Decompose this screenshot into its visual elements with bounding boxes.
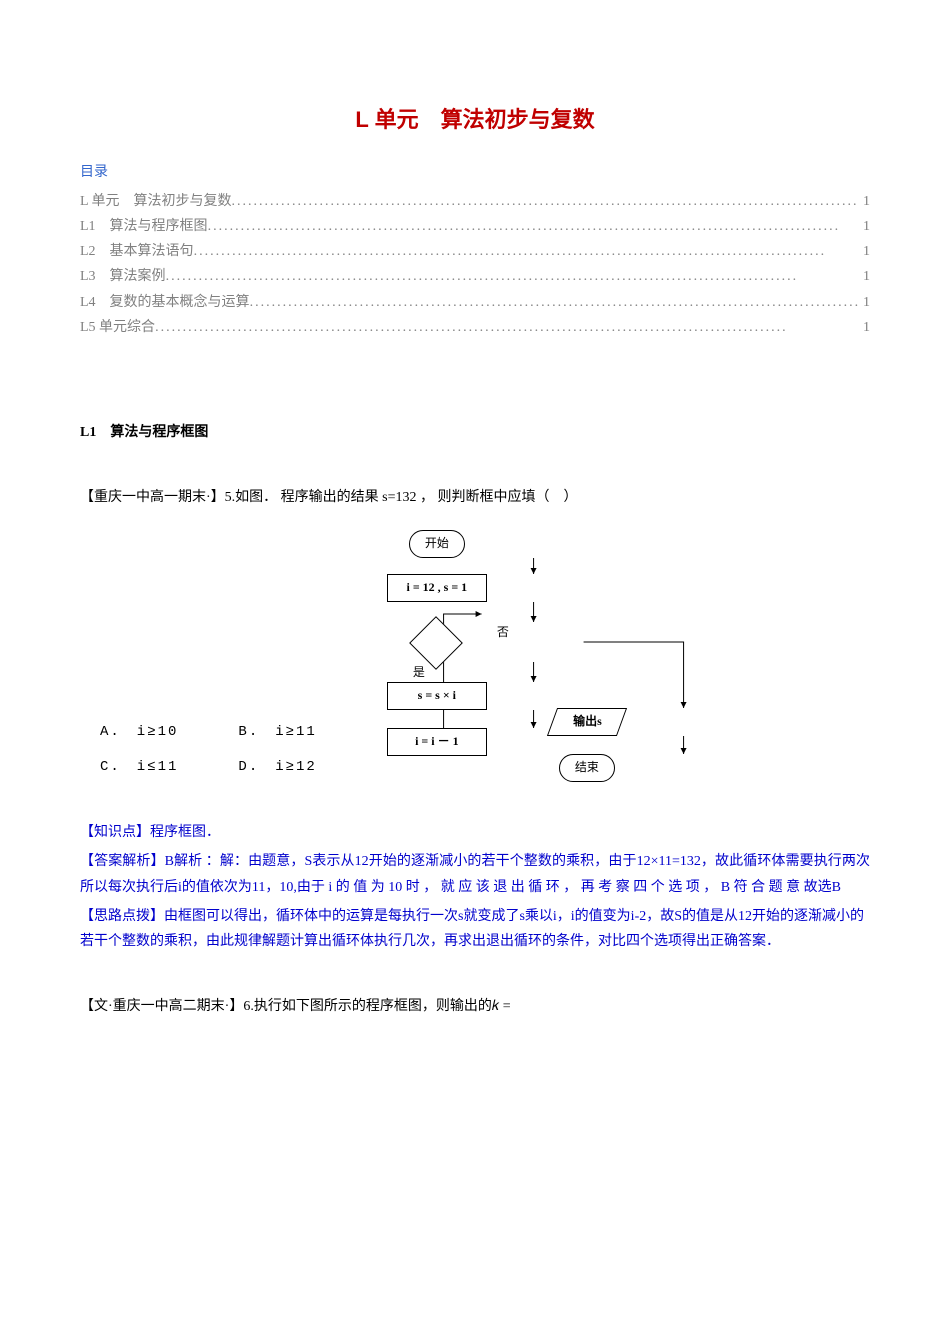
page-title: L 单元 算法初步与复数	[80, 100, 870, 140]
toc-label: L 单元 算法初步与复数	[80, 189, 232, 214]
analysis-tag: 【答案解析】	[80, 854, 165, 869]
toc-dots	[250, 290, 859, 315]
analysis-tag: 【思路点拨】	[80, 909, 164, 924]
toc-dots	[155, 315, 859, 340]
toc-dots	[166, 264, 859, 289]
toc-page: 1	[859, 214, 870, 239]
section-header: L1 算法与程序框图	[80, 420, 870, 445]
flow-yes-label: 是	[413, 662, 425, 684]
option-d: D. i≥12	[238, 755, 316, 780]
problem-intro: 【重庆一中高一期末·】5.如图． 程序输出的结果 s=132 ， 则判断框中应填…	[80, 485, 870, 510]
flowchart-row: A. i≥10 B. i≥11 C. i≤11 D. i≥12 开始 i = 1…	[80, 530, 870, 800]
flow-output: 输出s	[547, 708, 627, 736]
option-b: B. i≥11	[238, 720, 316, 745]
toc-item[interactable]: L 单元 算法初步与复数 1	[80, 189, 870, 214]
option-a: A. i≥10	[100, 720, 178, 745]
toc-dots	[232, 189, 859, 214]
flow-step2: i = i － 1	[387, 728, 487, 756]
option-c: C. i≤11	[100, 755, 178, 780]
flow-step1: s = s × i	[387, 682, 487, 710]
toc-label: L5 单元综合	[80, 315, 155, 340]
toc-header: 目录	[80, 160, 870, 185]
flow-init: i = 12 , s = 1	[387, 574, 487, 602]
toc-page: 1	[859, 315, 870, 340]
flowchart: 开始 i = 12 , s = 1 否 是 s = s × i i = i － …	[317, 530, 870, 800]
toc-item[interactable]: L3 算法案例 1	[80, 264, 870, 289]
answer-options: A. i≥10 B. i≥11 C. i≤11 D. i≥12	[80, 710, 317, 800]
analysis-text: 程序框图．	[150, 825, 220, 840]
toc: L 单元 算法初步与复数 1 L1 算法与程序框图 1 L2 基本算法语句 1 …	[80, 189, 870, 340]
toc-label: L1 算法与程序框图	[80, 214, 208, 239]
toc-page: 1	[859, 239, 870, 264]
flow-end: 结束	[559, 754, 615, 782]
toc-item[interactable]: L2 基本算法语句 1	[80, 239, 870, 264]
toc-label: L3 算法案例	[80, 264, 166, 289]
analysis-answer: 【答案解析】B解析 ：解：由题意，S表示从12开始的逐渐减小的若干个整数的乘积，…	[80, 849, 870, 899]
toc-label: L4 复数的基本概念与运算	[80, 290, 250, 315]
toc-item[interactable]: L4 复数的基本概念与运算 1	[80, 290, 870, 315]
toc-page: 1	[859, 264, 870, 289]
flow-no-label: 否	[497, 622, 509, 644]
flow-output-text: 输出s	[573, 711, 602, 733]
analysis-text: 由框图可以得出，循环体中的运算是每执行一次s就变成了s乘以i，i的值变为i-2，…	[80, 909, 864, 949]
problem-2-intro: 【文·重庆一中高二期末·】6.执行如下图所示的程序框图，则输出的𝑘 =	[80, 994, 870, 1019]
analysis-thinking: 【思路点拨】由框图可以得出，循环体中的运算是每执行一次s就变成了s乘以i，i的值…	[80, 904, 870, 954]
toc-item[interactable]: L1 算法与程序框图 1	[80, 214, 870, 239]
toc-page: 1	[859, 290, 870, 315]
toc-label: L2 基本算法语句	[80, 239, 194, 264]
analysis-tag: 【知识点】	[80, 825, 150, 840]
toc-page: 1	[859, 189, 870, 214]
toc-dots	[194, 239, 859, 264]
flow-start: 开始	[409, 530, 465, 558]
toc-item[interactable]: L5 单元综合 1	[80, 315, 870, 340]
analysis-text: B解析 ：解：由题意，S表示从12开始的逐渐减小的若干个整数的乘积，由于12×1…	[80, 854, 870, 894]
analysis-knowledge: 【知识点】程序框图．	[80, 820, 870, 845]
toc-dots	[208, 214, 859, 239]
